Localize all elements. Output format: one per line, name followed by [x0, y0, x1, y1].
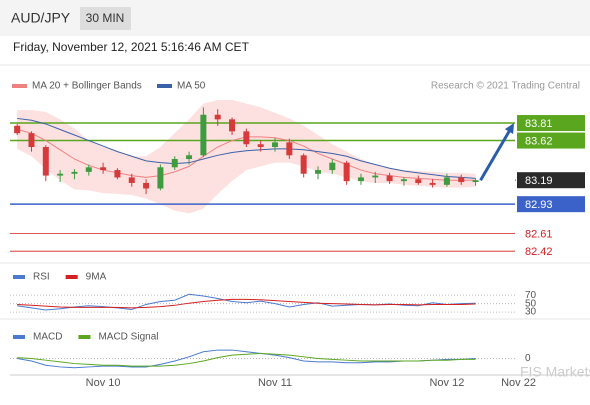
- level-box: [517, 196, 585, 213]
- legend-swatch: [78, 335, 91, 339]
- level-label: 82.42: [525, 246, 553, 258]
- level-label: 83.81: [525, 118, 553, 130]
- legend-label: MACD Signal: [98, 332, 158, 343]
- indicator-line: [17, 117, 476, 179]
- timestamp: Friday, November 12, 2021 5:16:46 AM CET: [13, 40, 250, 54]
- legend-swatch: [65, 275, 78, 279]
- candle-body: [85, 167, 92, 172]
- candle-body: [57, 173, 64, 176]
- x-tick-label: Nov 10: [86, 377, 121, 389]
- legend-label: MA 50: [177, 81, 206, 92]
- candle-body: [229, 119, 236, 132]
- candle-body: [272, 142, 279, 148]
- y-tick-label: 50: [525, 298, 537, 309]
- candle-body: [329, 162, 336, 171]
- symbol: AUD/JPY: [11, 10, 71, 26]
- candle-body: [100, 167, 107, 171]
- candle-body: [171, 158, 178, 168]
- legend-label: MACD: [33, 332, 62, 343]
- candle-body: [300, 155, 307, 174]
- candle-body: [386, 175, 393, 182]
- candle-body: [114, 170, 121, 178]
- candle-body: [458, 177, 465, 183]
- legend-label: 9MA: [86, 272, 107, 283]
- legend-swatch: [13, 335, 25, 339]
- level-label: 82.93: [525, 199, 553, 211]
- level-box: [517, 172, 585, 189]
- candle-body: [143, 182, 150, 189]
- watermark: FIS Markets: [520, 364, 590, 380]
- x-tick-label: Nov 12: [429, 377, 464, 389]
- level-label: 83.62: [525, 135, 553, 147]
- y-tick-label: 0: [525, 353, 531, 364]
- candle-body: [472, 180, 479, 183]
- candle-body: [286, 142, 293, 156]
- candle-body: [128, 177, 135, 183]
- candle-body: [28, 133, 35, 148]
- candle-body: [257, 144, 264, 148]
- candle-body: [200, 114, 207, 156]
- candle-body: [243, 131, 250, 145]
- level-label: 83.19: [525, 175, 553, 187]
- candle-body: [214, 114, 221, 120]
- interval-button[interactable]: [80, 7, 131, 30]
- panel: [0, 36, 590, 400]
- level-box: [517, 115, 585, 132]
- legend-swatch: [157, 84, 172, 88]
- series-line: [17, 352, 476, 367]
- candle-body: [71, 171, 78, 174]
- series-line: [17, 298, 476, 309]
- x-tick-label: Nov 11: [258, 377, 292, 389]
- candle-body: [400, 179, 407, 182]
- candle-body: [372, 175, 379, 178]
- interval[interactable]: 30 MIN: [86, 11, 125, 25]
- candle-body: [357, 177, 364, 182]
- y-tick-label: 30: [525, 307, 537, 318]
- candle-body: [415, 179, 422, 183]
- legend-label: MA 20 + Bollinger Bands: [32, 81, 142, 92]
- candle-body: [343, 162, 350, 182]
- candle-body: [186, 155, 193, 159]
- candle-body: [314, 170, 321, 174]
- level-label: 82.61: [525, 229, 553, 241]
- level-box: [517, 132, 585, 149]
- candle-body: [42, 147, 49, 176]
- x-tick-label: Nov 22: [501, 377, 536, 389]
- candle-body: [443, 177, 450, 185]
- legend-swatch: [13, 275, 25, 279]
- legend-swatch: [12, 84, 27, 88]
- credit: Research © 2021 Trading Central: [431, 81, 580, 92]
- candle-body: [429, 182, 436, 185]
- candle-body: [157, 167, 164, 189]
- forecast-arrowhead: [504, 123, 514, 135]
- legend-label: RSI: [33, 272, 50, 283]
- forecast-arrow: [479, 129, 511, 181]
- y-tick-label: 70: [525, 290, 537, 301]
- candle-body: [14, 125, 21, 134]
